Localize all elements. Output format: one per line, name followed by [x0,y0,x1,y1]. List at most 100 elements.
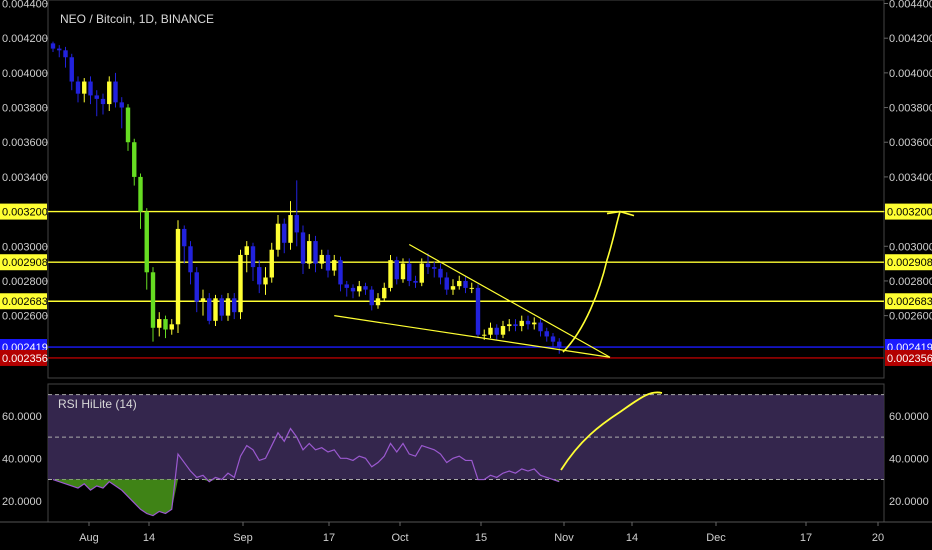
candle-body [175,228,181,325]
price-tick-label-left: 0.003000 [2,241,48,253]
candle-body [532,322,537,325]
projection-arrowhead [606,210,635,217]
candle-body [219,298,224,316]
rsi-projection-arrow [560,391,663,471]
price-tick-label-left: 0.004400 [2,0,48,11]
price-tick-label-left: 0.003400 [2,172,48,184]
level-tag-left [0,254,47,271]
candle-body [313,241,318,264]
rsi-indicator-label[interactable]: RSI HiLite (14) [58,397,137,411]
candle-body [525,320,531,325]
price-tick-label-right: 0.004200 [889,33,932,45]
rsi-tick-label-right: 20.0000 [889,496,929,508]
level-tag-right-label: 0.002683 [887,296,932,308]
candle-body [282,223,287,243]
candle-body [457,280,462,287]
candle-body [57,48,62,51]
candle-body [350,287,356,292]
candle-body [500,326,506,335]
candle-body [75,81,81,94]
level-tag-left [0,293,47,310]
time-tick-label: 20 [872,532,884,544]
level-tag-left-label: 0.002356 [2,353,48,365]
candle-body [138,176,143,212]
time-tick-label: Nov [554,532,574,544]
candle-body [344,284,349,288]
candle-body [69,57,74,82]
candle-body [88,81,93,96]
level-tag-right-label: 0.002908 [887,257,932,269]
candle-body [232,298,237,313]
candle-body [263,277,268,285]
candle-body [369,289,374,306]
level-tag-left-label: 0.002908 [2,257,48,269]
level-tag-right [885,203,932,220]
candle-body [494,327,499,335]
candle-body [338,260,343,285]
candle-body [188,246,193,273]
price-tick-label-right: 0.002800 [889,276,932,288]
candle-body [257,267,262,285]
level-tag-right [885,349,932,366]
candle-body [244,246,249,255]
candle-body [513,324,518,327]
candle-body [150,272,156,328]
candle-body [482,334,487,336]
candle-body [207,298,212,321]
candle-body [332,260,337,271]
candle-body [82,81,87,94]
price-tick-label-right: 0.004000 [889,68,932,80]
candle-body [125,107,131,143]
candle-body [163,319,168,330]
candle-body [438,268,443,278]
rsi-tick-label-right: 40.0000 [889,453,929,465]
level-tag-right [885,254,932,271]
level-tag-right-label: 0.003200 [887,207,932,219]
candle-body [363,286,368,290]
candle-body [544,331,549,337]
level-tag-right [885,293,932,310]
candle-body [488,327,493,335]
price-tick-label-left: 0.002800 [2,276,48,288]
candle-body [444,277,449,290]
price-pane [47,0,885,379]
candle-body [519,320,524,327]
candle-body [325,254,331,271]
candle-body [432,267,437,269]
projection-arrow [562,211,621,353]
time-tick-label: 17 [323,532,335,544]
candle-body [50,43,56,49]
candle-body [200,298,206,302]
chart-title: NEO / Bitcoin, 1D, BINANCE [60,12,215,26]
price-tick-label-right: 0.003800 [889,103,932,115]
price-tick-label-right: 0.003400 [889,172,932,184]
time-tick-label: 17 [800,532,812,544]
candle-body [238,254,243,313]
candle-body [94,95,99,99]
candle-body [550,336,556,342]
level-tag-left-label: 0.002683 [2,296,48,308]
time-tick-label: Aug [79,532,99,544]
level-tag-left-label: 0.003200 [2,207,48,219]
time-tick-label: Dec [706,532,726,544]
candle-body [194,272,199,302]
candle-body [132,142,137,177]
candle-body [100,98,106,105]
candle-body [182,228,187,247]
price-tick-label-right: 0.003000 [889,241,932,253]
time-tick-label: Sep [233,532,253,544]
candle-body [113,81,118,103]
rsi-oversold-fill [53,479,560,516]
rsi-tick-label-right: 60.0000 [889,411,929,423]
candle-body [275,223,281,250]
candle-body [357,286,362,292]
candle-body [407,263,412,281]
candle-body [400,263,406,280]
candle-body [169,324,174,330]
candle-body [213,298,218,321]
candle-body [319,254,324,264]
price-tick-label-right: 0.004400 [889,0,932,11]
candle-body [394,260,399,280]
level-tag-right-label: 0.002356 [887,353,932,365]
